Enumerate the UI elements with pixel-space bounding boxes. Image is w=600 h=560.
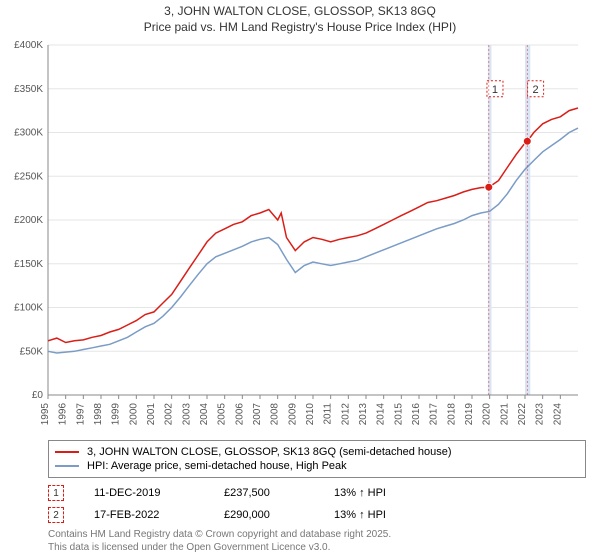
svg-text:2010: 2010 <box>305 403 316 426</box>
svg-text:2017: 2017 <box>429 403 440 426</box>
svg-text:£300K: £300K <box>14 128 43 139</box>
legend-item: HPI: Average price, semi-detached house,… <box>55 459 579 473</box>
svg-text:2022: 2022 <box>517 403 528 426</box>
legend-label: HPI: Average price, semi-detached house,… <box>87 460 347 472</box>
svg-text:2003: 2003 <box>181 403 192 426</box>
svg-text:2021: 2021 <box>499 403 510 426</box>
svg-text:2000: 2000 <box>128 403 139 426</box>
svg-text:2016: 2016 <box>411 403 422 426</box>
chart-area: £0£50K£100K£150K£200K£250K£300K£350K£400… <box>48 40 588 430</box>
svg-text:2020: 2020 <box>482 403 493 426</box>
svg-text:2024: 2024 <box>552 403 563 426</box>
svg-text:1995: 1995 <box>40 403 51 426</box>
svg-text:1997: 1997 <box>75 403 86 426</box>
svg-text:2007: 2007 <box>252 403 263 426</box>
svg-text:2006: 2006 <box>234 403 245 426</box>
svg-text:£350K: £350K <box>14 84 43 95</box>
svg-text:2015: 2015 <box>393 403 404 426</box>
svg-text:1999: 1999 <box>111 403 122 426</box>
annotation-date: 17-FEB-2022 <box>94 509 224 521</box>
annotation-row: 2 17-FEB-2022£290,00013% ↑ HPI <box>48 504 586 526</box>
svg-text:£0: £0 <box>32 390 44 401</box>
line-chart: £0£50K£100K£150K£200K£250K£300K£350K£400… <box>48 40 588 430</box>
svg-text:1998: 1998 <box>93 403 104 426</box>
legend-swatch <box>55 465 79 467</box>
annotation-price: £290,000 <box>224 509 334 521</box>
annotation-row: 1 11-DEC-2019£237,50013% ↑ HPI <box>48 482 586 504</box>
annotation-date: 11-DEC-2019 <box>94 487 224 499</box>
svg-text:2011: 2011 <box>323 403 334 425</box>
svg-text:1: 1 <box>492 84 498 96</box>
svg-text:£200K: £200K <box>14 215 43 226</box>
svg-text:2001: 2001 <box>146 403 157 426</box>
annotation-price: £237,500 <box>224 487 334 499</box>
attribution-line2: This data is licensed under the Open Gov… <box>48 541 391 554</box>
svg-text:2019: 2019 <box>464 403 475 426</box>
annotation-pct: 13% ↑ HPI <box>334 487 454 499</box>
svg-text:1996: 1996 <box>58 403 69 426</box>
svg-text:2018: 2018 <box>446 403 457 426</box>
title-line2: Price paid vs. HM Land Registry's House … <box>0 20 600 36</box>
svg-text:2002: 2002 <box>164 403 175 426</box>
legend-label: 3, JOHN WALTON CLOSE, GLOSSOP, SK13 8GQ … <box>87 446 452 458</box>
annotation-marker: 2 <box>48 507 64 523</box>
svg-text:£400K: £400K <box>14 40 43 51</box>
svg-text:£100K: £100K <box>14 303 43 314</box>
attribution: Contains HM Land Registry data © Crown c… <box>48 528 391 554</box>
svg-text:2014: 2014 <box>376 403 387 426</box>
attribution-line1: Contains HM Land Registry data © Crown c… <box>48 528 391 541</box>
chart-title: 3, JOHN WALTON CLOSE, GLOSSOP, SK13 8GQ … <box>0 0 600 35</box>
svg-text:£150K: £150K <box>14 259 43 270</box>
svg-text:£250K: £250K <box>14 171 43 182</box>
legend-item: 3, JOHN WALTON CLOSE, GLOSSOP, SK13 8GQ … <box>55 445 579 459</box>
svg-text:2023: 2023 <box>535 403 546 426</box>
svg-text:2004: 2004 <box>199 403 210 426</box>
svg-text:£50K: £50K <box>20 346 44 357</box>
svg-text:2008: 2008 <box>270 403 281 426</box>
svg-text:2: 2 <box>533 84 539 96</box>
annotation-pct: 13% ↑ HPI <box>334 509 454 521</box>
svg-text:2012: 2012 <box>340 403 351 426</box>
annotation-marker: 1 <box>48 485 64 501</box>
svg-text:2013: 2013 <box>358 403 369 426</box>
title-line1: 3, JOHN WALTON CLOSE, GLOSSOP, SK13 8GQ <box>0 4 600 20</box>
legend-box: 3, JOHN WALTON CLOSE, GLOSSOP, SK13 8GQ … <box>48 440 586 478</box>
svg-text:2009: 2009 <box>287 403 298 426</box>
svg-text:2005: 2005 <box>217 403 228 426</box>
annotation-table: 1 11-DEC-2019£237,50013% ↑ HPI 2 17-FEB-202… <box>48 482 586 526</box>
legend-swatch <box>55 451 79 453</box>
